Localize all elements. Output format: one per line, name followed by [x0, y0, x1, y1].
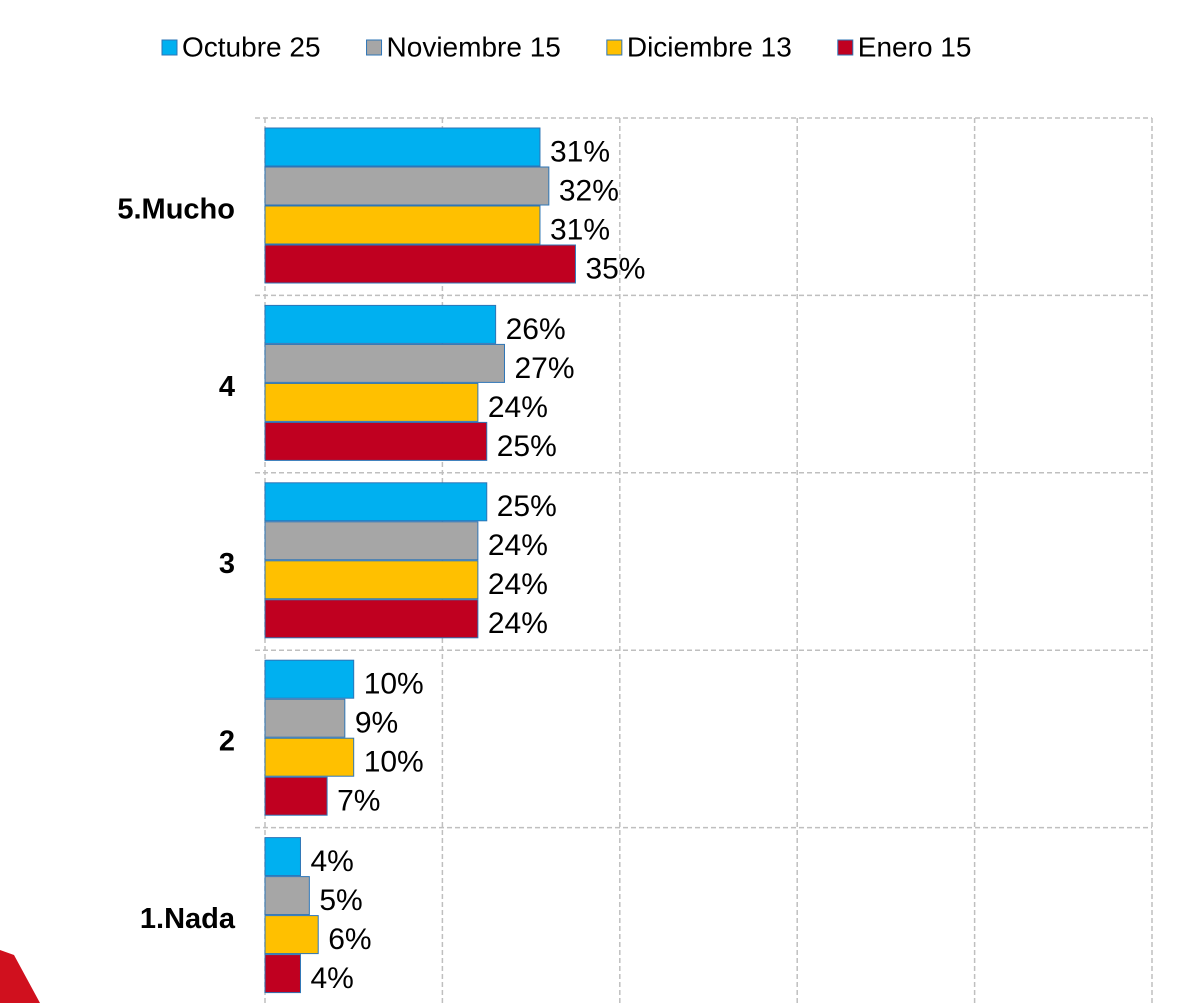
- bar: [264, 954, 301, 994]
- value-label: 4%: [310, 962, 353, 995]
- bar: [264, 599, 479, 639]
- bar: [264, 343, 505, 383]
- bar: [264, 521, 479, 561]
- category-label: 3: [219, 548, 235, 580]
- value-label: 24%: [488, 391, 548, 424]
- legend-swatch: [366, 39, 383, 56]
- bar: [264, 127, 541, 167]
- value-label: 31%: [550, 213, 610, 246]
- value-label: 35%: [585, 252, 645, 285]
- bar: [264, 166, 550, 206]
- value-label: 6%: [328, 923, 371, 956]
- legend-label: Octubre 25: [182, 31, 321, 62]
- category-label: 2: [219, 726, 235, 758]
- legend-swatch: [606, 39, 623, 56]
- value-label: 27%: [514, 352, 574, 385]
- bar: [264, 421, 488, 461]
- legend-swatch: [161, 39, 178, 56]
- bar: [264, 876, 310, 916]
- value-label: 7%: [337, 785, 380, 818]
- category-label: 1.Nada: [140, 903, 236, 935]
- value-label: 25%: [497, 430, 557, 463]
- legend-label: Enero 15: [858, 31, 972, 62]
- bar: [264, 304, 497, 344]
- value-label: 5%: [319, 884, 362, 917]
- bar: [264, 698, 346, 738]
- category-label: 4: [219, 371, 235, 403]
- bar: [264, 244, 576, 284]
- bar: [264, 560, 479, 600]
- corner-decoration: [0, 950, 40, 1003]
- bar: [264, 482, 488, 522]
- bar: [264, 837, 301, 877]
- bar: [264, 776, 328, 816]
- bar: [264, 382, 479, 422]
- legend-label: Diciembre 13: [627, 31, 792, 62]
- value-label: 24%: [488, 607, 548, 640]
- value-label: 31%: [550, 135, 610, 168]
- legend-label: Noviembre 15: [387, 31, 561, 62]
- value-label: 10%: [364, 668, 424, 701]
- legend-swatch: [837, 39, 854, 56]
- value-label: 4%: [310, 845, 353, 878]
- value-label: 26%: [506, 313, 566, 346]
- bar: [264, 659, 355, 699]
- bar: [264, 915, 319, 955]
- bar: [264, 205, 541, 245]
- bar: [264, 737, 355, 777]
- value-label: 32%: [559, 174, 619, 207]
- category-label: 5.Mucho: [117, 193, 235, 225]
- value-label: 10%: [364, 746, 424, 779]
- value-label: 9%: [355, 707, 398, 740]
- value-label: 24%: [488, 568, 548, 601]
- value-label: 24%: [488, 529, 548, 562]
- value-label: 25%: [497, 490, 557, 523]
